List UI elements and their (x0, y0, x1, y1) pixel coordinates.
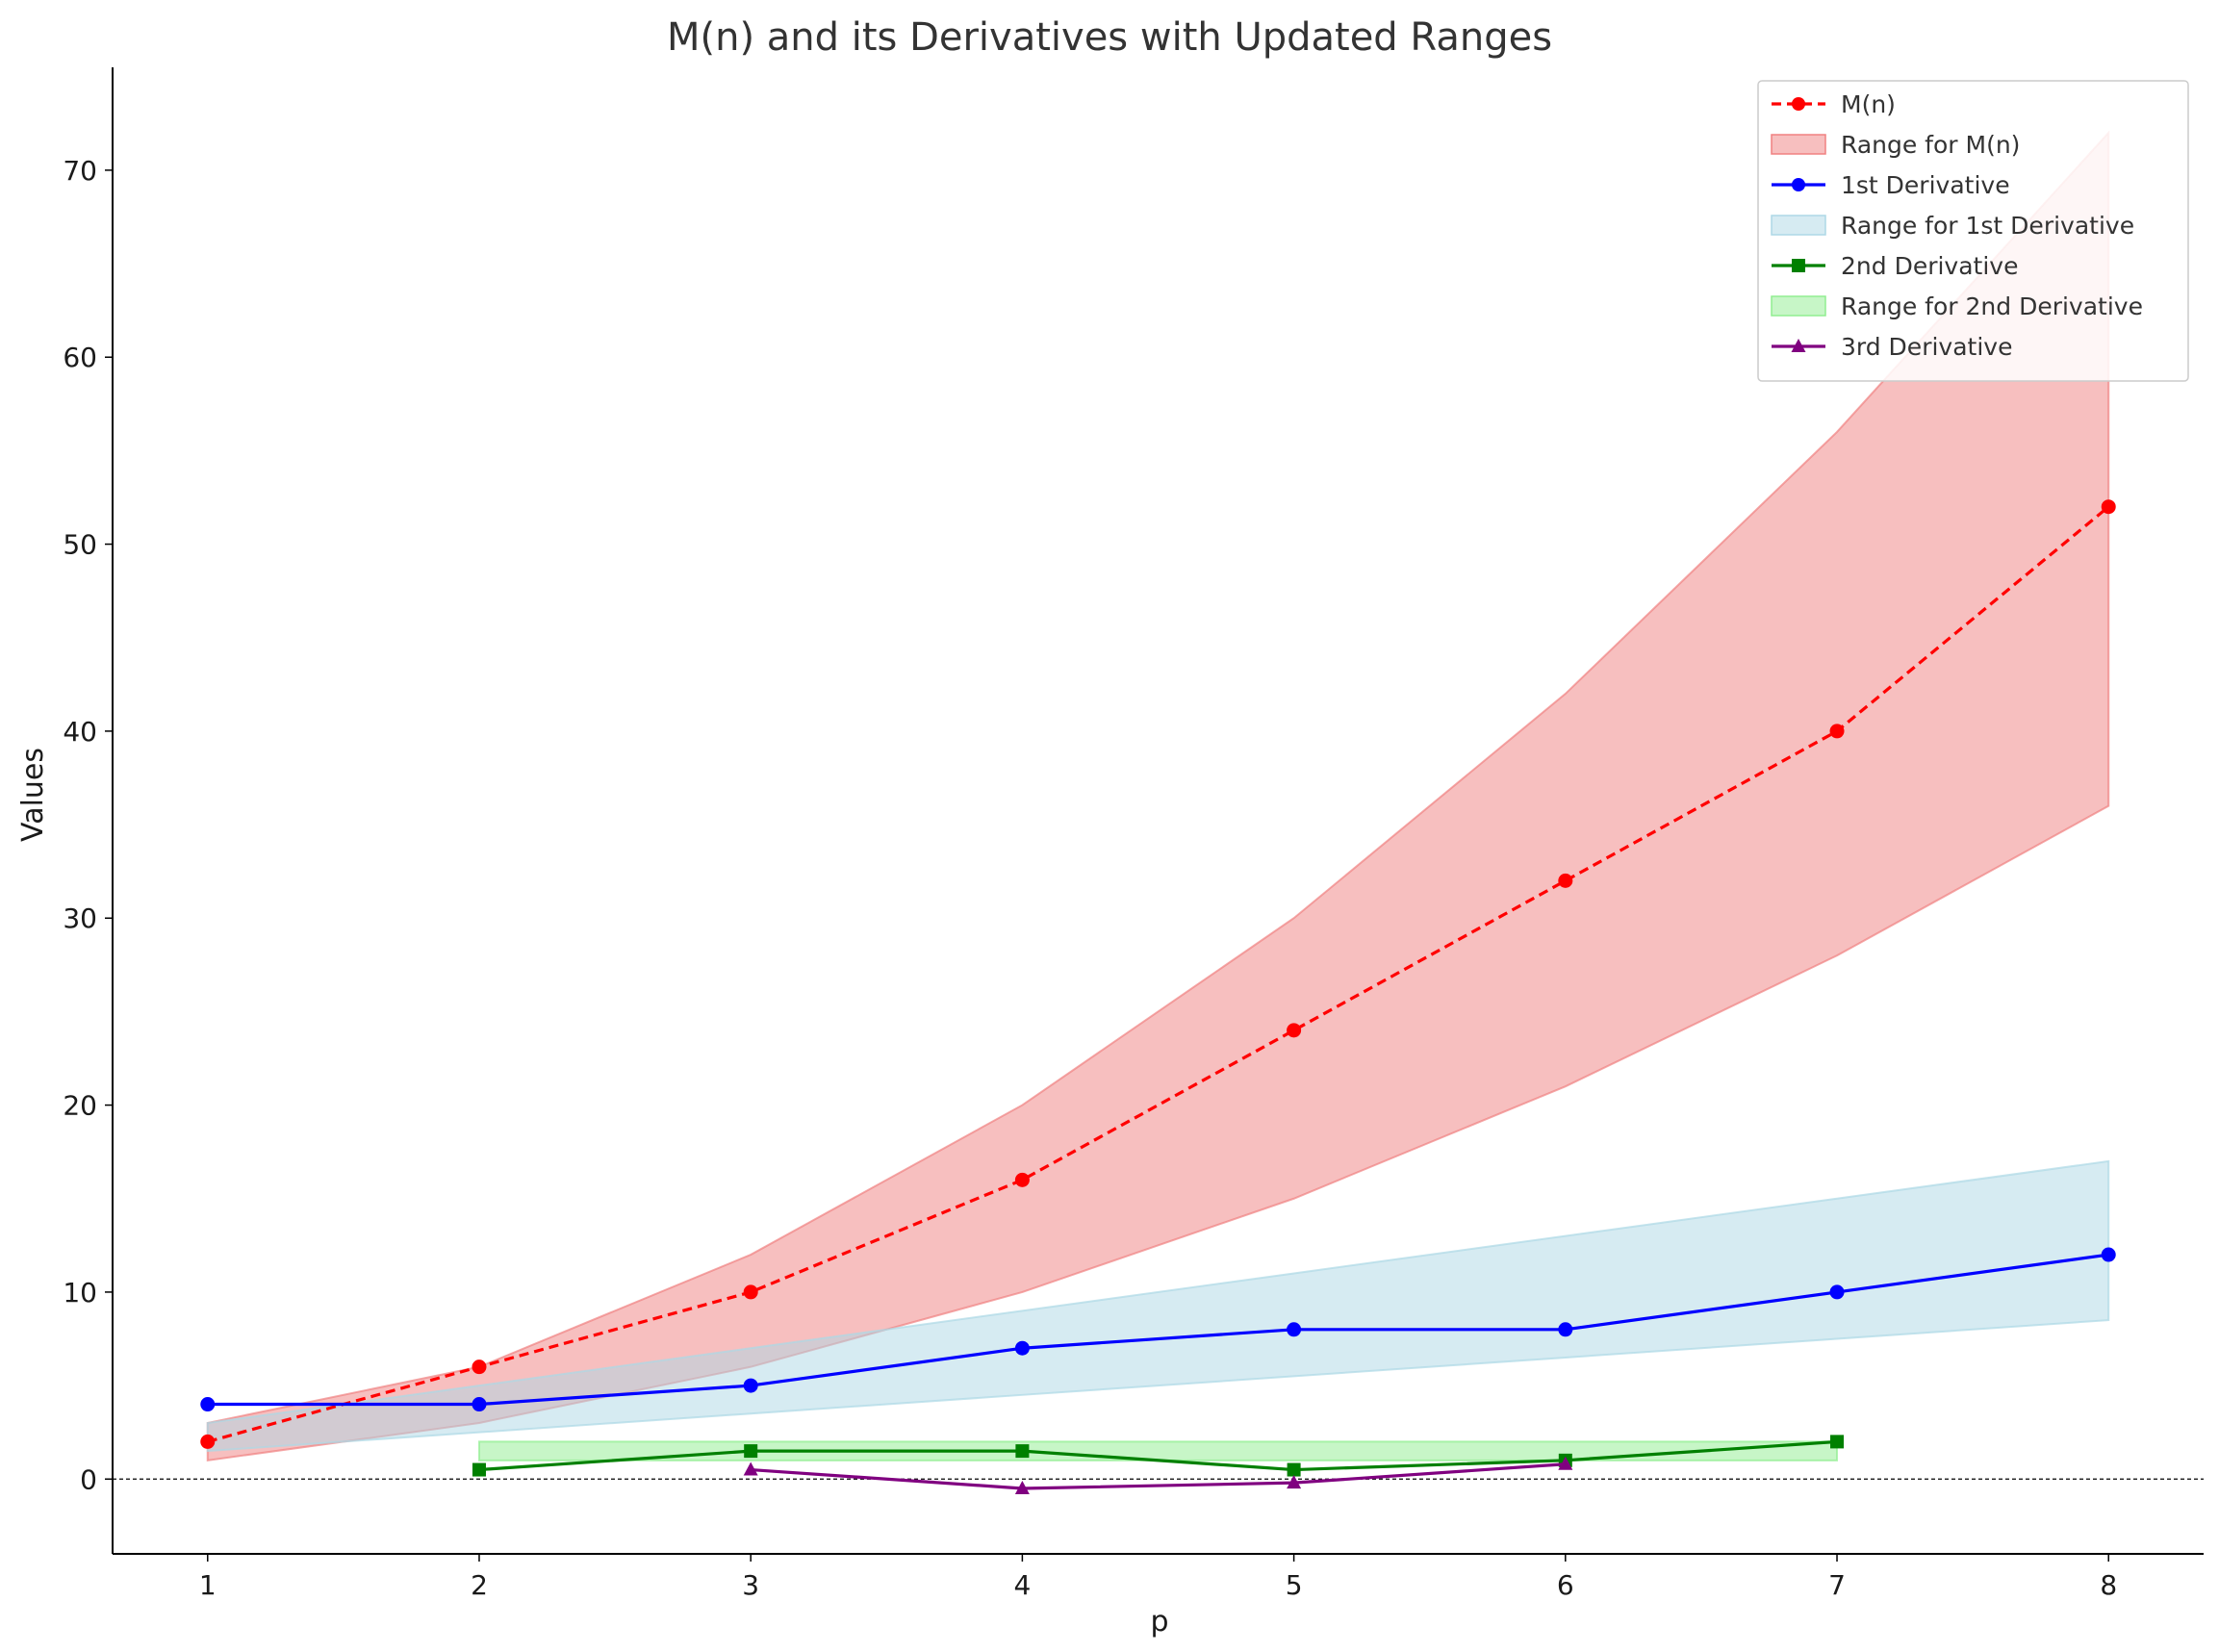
legend-item-2nd-derivative: 2nd Derivative (1772, 252, 2018, 280)
chart-title: M(n) and its Derivatives with Updated Ra… (667, 15, 1552, 60)
legend-item-range-for-2nd-derivative: Range for 2nd Derivative (1771, 292, 2143, 320)
series-line-2nd-derivative (478, 1439, 1838, 1472)
y-tick-label: 40 (63, 716, 97, 748)
data-point-1st-derivative (2101, 1247, 2116, 1262)
legend-marker (1792, 97, 1805, 111)
legend-label: Range for 2nd Derivative (1841, 292, 2143, 320)
data-point-m-n (1829, 724, 1845, 739)
data-point-2nd-derivative (1015, 1444, 1030, 1459)
data-point-1st-derivative (743, 1378, 758, 1393)
legend: M(n) Range for M(n) 1st Derivative Range fo… (1757, 80, 2189, 382)
data-point-1st-derivative (472, 1397, 487, 1412)
legend-item-range-for-1st-derivative: Range for 1st Derivative (1771, 212, 2134, 240)
data-point-1st-derivative (1558, 1322, 1573, 1337)
data-point-1st-derivative (1287, 1322, 1302, 1337)
data-point-2nd-derivative (1287, 1462, 1301, 1477)
x-tick-label: 4 (1013, 1569, 1031, 1601)
legend-marker (1792, 259, 1805, 272)
series-line-m-n (207, 505, 2110, 1443)
x-tick-label: 8 (2100, 1569, 2117, 1601)
series-line-3rd-derivative (751, 1462, 1566, 1490)
data-point-m-n (743, 1284, 758, 1300)
x-tick-label: 2 (471, 1569, 488, 1601)
y-axis-label: Values (16, 748, 50, 842)
data-point-1st-derivative (1829, 1284, 1845, 1300)
data-point-2nd-derivative (744, 1444, 758, 1459)
data-point-m-n (200, 1434, 216, 1449)
legend-label: 3rd Derivative (1841, 333, 2012, 361)
data-point-1st-derivative (1014, 1340, 1030, 1356)
legend-label: Range for M(n) (1841, 131, 2020, 159)
legend-marker (1792, 178, 1805, 191)
data-point-3rd-derivative (743, 1461, 758, 1476)
data-point-m-n (1287, 1023, 1302, 1038)
x-tick-label: 3 (742, 1569, 759, 1601)
data-point-m-n (1558, 873, 1573, 888)
y-tick-label: 60 (63, 342, 97, 373)
y-tick-label: 70 (63, 155, 97, 187)
data-point-3rd-derivative (1014, 1480, 1030, 1494)
legend-item-3rd-derivative: 3rd Derivative (1772, 333, 2012, 361)
data-point-m-n (2101, 499, 2116, 515)
legend-label: 1st Derivative (1841, 171, 2010, 199)
legend-item-range-for-m-n: Range for M(n) (1771, 131, 2020, 159)
legend-label: 2nd Derivative (1841, 252, 2018, 280)
x-tick-label: 5 (1286, 1569, 1303, 1601)
legend-box (1757, 80, 2189, 382)
x-tick-label: 6 (1557, 1569, 1574, 1601)
legend-item-m-n: M(n) (1772, 90, 1896, 118)
x-tick-label: 7 (1828, 1569, 1846, 1601)
legend-swatch (1771, 215, 1826, 236)
legend-item-1st-derivative: 1st Derivative (1772, 171, 2010, 199)
legend-marker (1791, 339, 1806, 352)
data-point-2nd-derivative (1830, 1435, 1845, 1449)
plot-area: 1 2 3 4 5 6 7 8 0 10 20 30 40 50 60 70 (63, 67, 2204, 1601)
data-point-1st-derivative (200, 1397, 216, 1412)
range-band-range-for-2nd-derivative (477, 1440, 1839, 1461)
legend-swatch (1771, 295, 1826, 317)
legend-label: M(n) (1841, 90, 1896, 118)
range-band-range-for-1st-derivative (206, 1159, 2110, 1453)
legend-swatch (1771, 134, 1826, 155)
y-tick-label: 30 (63, 902, 97, 934)
data-point-m-n (1014, 1172, 1030, 1187)
data-point-2nd-derivative (472, 1462, 486, 1477)
y-tick-label: 10 (63, 1277, 97, 1309)
data-point-m-n (472, 1360, 487, 1375)
y-tick-label: 50 (63, 529, 97, 561)
x-axis-label: p (1150, 1605, 1168, 1639)
y-tick-label: 0 (80, 1463, 97, 1495)
series-line-1st-derivative (207, 1253, 2109, 1407)
x-tick-label: 1 (199, 1569, 217, 1601)
legend-label: Range for 1st Derivative (1841, 212, 2134, 240)
y-tick-label: 20 (63, 1090, 97, 1122)
data-point-3rd-derivative (1287, 1475, 1302, 1489)
data-point-3rd-derivative (1558, 1456, 1573, 1470)
